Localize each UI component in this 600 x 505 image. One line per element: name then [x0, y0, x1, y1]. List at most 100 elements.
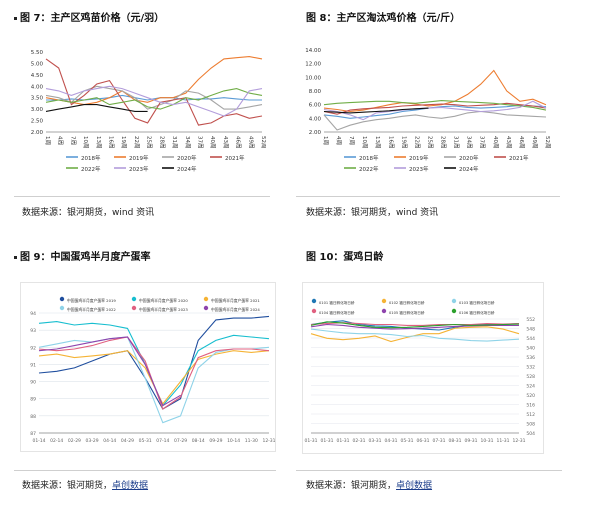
fig8-legend-label: 2024年	[459, 165, 479, 173]
fig9-y-tick-label: 91	[30, 362, 36, 368]
fig9-y-tick-label: 87	[30, 431, 36, 437]
fig10-y-tick-label: 528	[526, 374, 535, 380]
fig9-y-tick-label: 93	[30, 328, 36, 334]
fig8-x-tick-label: 31周	[453, 136, 460, 149]
fig8-legend-label: 2020年	[459, 154, 479, 162]
fig7-series-line-4	[45, 88, 263, 110]
fig8-series-line-4	[323, 100, 547, 111]
fig8-x-tick-label: 34周	[466, 136, 473, 149]
fig10-caption: 图 10：蛋鸡日龄	[306, 252, 384, 263]
fig10-series-line-5	[310, 321, 520, 329]
fig8-source: 数据来源：银河期货，wind 资讯	[306, 208, 439, 218]
fig9-x-tick-label: 05-31	[139, 438, 152, 444]
fig7-legend-label: 2018年	[81, 154, 101, 162]
fig7-x-tick-label: 19周	[120, 136, 127, 149]
fig9-source: 数据来源：银河期货，卓创数据	[22, 481, 149, 491]
fig9-y-tick-label: 90	[30, 380, 36, 386]
fig9-legend-marker	[59, 296, 65, 302]
fig7-x-tick-label: 31周	[171, 136, 178, 149]
fig7-x-tick-label: 4周	[57, 136, 64, 145]
fig7-series-line-3	[45, 58, 263, 126]
fig10-source: 数据来源：银河期货，卓创数据	[306, 481, 433, 491]
fig8-x-tick-label: 46周	[518, 136, 525, 149]
fig8-chart: 14.00 12.00 10.00 8.00 6.00 4.00 2.00 1周 4周 7周 10周…	[300, 40, 552, 180]
fig8-y-tick-label: 4.00	[309, 116, 322, 122]
fig7-caption: 图 7：主产区鸡苗价格（元/羽）	[14, 9, 164, 24]
fig7-x-tick-label: 40周	[209, 136, 216, 149]
fig9-legend-marker	[131, 296, 137, 302]
fig9-chart: 94 93 92 91 90 89 88 87 01-14 02-14 02-29 03-29 04-1…	[20, 282, 276, 452]
fig10-legend-marker	[381, 308, 387, 314]
fig8-y-tick-label: 14.00	[305, 48, 321, 54]
fig7-x-tick-label: 1周	[44, 136, 51, 145]
fig10-legend-marker	[451, 298, 457, 304]
fig7-x-tick-label: 25周	[146, 136, 153, 149]
fig9-caption: 图 9：中国蛋鸡半月度产蛋率	[14, 248, 150, 263]
fig9-legend-label: 中国蛋鸡半月度产蛋率 2019	[67, 298, 116, 303]
fig7-series-line-5	[45, 85, 263, 117]
fig7-x-tick-label: 43周	[222, 136, 229, 149]
fig9-series-line-0	[38, 315, 270, 410]
fig10-x-tick-label: 11-31	[496, 438, 509, 444]
fig7-x-tick-label: 16周	[108, 136, 115, 149]
fig9-source-link[interactable]: 卓创数据	[112, 481, 149, 491]
fig9-series-line-5	[38, 336, 181, 407]
fig10-x-tick-label: 06-31	[416, 438, 429, 444]
fig9-x-tick-label: 03-29	[86, 438, 99, 444]
fig10-y-tick-label: 512	[526, 412, 535, 418]
fig10-y-tick-label: 524	[526, 384, 535, 390]
fig7-chart: 5.50 5.00 4.50 4.00 3.50 3.00 2.50 2.00 1周 4周 7周 10…	[20, 40, 266, 180]
fig9-legend-label: 中国蛋鸡半月度产蛋率 2024	[211, 307, 260, 312]
fig10-y-tick-label: 520	[526, 393, 535, 399]
fig8-x-tick-label: 49周	[531, 136, 538, 149]
fig8-caption: 图 8：主产区淘汰鸡价格（元/斤）	[306, 13, 461, 24]
fig7-x-tick-label: 10周	[82, 136, 89, 149]
fig7-legend-label: 2022年	[81, 165, 101, 173]
fig9-x-tick-label: 09-29	[209, 438, 222, 444]
fig7-legend-label: 2024年	[177, 165, 197, 173]
fig8-series-line-1	[323, 69, 547, 113]
fig9-x-tick-label: 02-14	[50, 438, 63, 444]
fig10-legend-label: 0104 福日孵化场日龄	[319, 310, 355, 315]
fig9-x-tick-label: 07-29	[174, 438, 187, 444]
fig10-legend-label: 0101 福日孵化场日龄	[319, 300, 355, 305]
fig7-x-tick-label: 34周	[184, 136, 191, 149]
fig8-x-tick-label: 4周	[335, 136, 342, 145]
fig8-legend-label: 2021年	[509, 154, 529, 162]
fig8-x-tick-label: 16周	[387, 136, 394, 149]
fig9-x-tick-label: 02-29	[68, 438, 81, 444]
fig9-x-tick-label: 11-30	[245, 438, 258, 444]
fig8-legend-label: 2018年	[359, 154, 379, 162]
fig8-legend-label: 2019年	[409, 154, 429, 162]
fig8-legend-label: 2023年	[409, 165, 429, 173]
fig8-x-tick-label: 10周	[361, 136, 368, 149]
fig9-legend-label: 中国蛋鸡半月度产蛋率 2022	[67, 307, 116, 312]
fig7-series-line-6	[45, 104, 148, 112]
fig7-x-tick-label: 52周	[260, 136, 266, 149]
fig10-x-tick-label: 09-31	[464, 438, 477, 444]
fig10-legend-marker	[381, 298, 387, 304]
fig10-x-tick-label: 03-31	[368, 438, 381, 444]
fig9-x-tick-label: 04-29	[121, 438, 134, 444]
fig8-x-tick-label: 19周	[400, 136, 407, 149]
fig7-y-tick-label: 5.50	[31, 50, 44, 56]
fig8-y-tick-label: 10.00	[305, 75, 321, 81]
fig8-x-tick-label: 28周	[440, 136, 447, 149]
fig7-y-tick-label: 5.00	[31, 61, 44, 67]
fig10-x-tick-label: 08-31	[448, 438, 461, 444]
fig8-x-tick-label: 52周	[544, 136, 551, 149]
fig10-series-line-3	[310, 322, 520, 326]
fig10-x-tick-label: 12-31	[512, 438, 525, 444]
fig10-legend-marker	[311, 298, 317, 304]
fig10-y-tick-label: 536	[526, 355, 535, 361]
fig7-legend-label: 2023年	[129, 165, 149, 173]
fig10-legend-label: 0106 福日孵化场日龄	[459, 310, 495, 315]
fig10-legend-label: 0102 福日孵化场日龄	[389, 300, 425, 305]
fig8-y-tick-label: 6.00	[309, 103, 322, 109]
fig7-x-tick-label: 37周	[196, 136, 203, 149]
fig9-legend-marker	[131, 305, 137, 311]
fig8-x-tick-label: 13周	[374, 136, 381, 149]
fig9-x-tick-label: 07-14	[156, 438, 169, 444]
fig10-source-link[interactable]: 卓创数据	[396, 481, 433, 491]
